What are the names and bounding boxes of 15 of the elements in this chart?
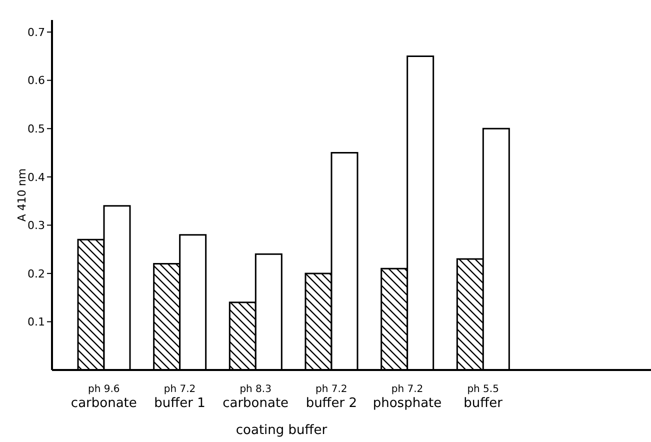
x-tick-label: ph 7.2 buffer 1 — [154, 384, 206, 411]
y-tick-label: 0.3 — [28, 219, 45, 232]
y-tick-label: 0.2 — [28, 267, 45, 280]
y-tick-label: 0.4 — [28, 170, 45, 184]
x-axis-title: coating buffer — [236, 423, 328, 438]
x-tick-label: ph 5.5 buffer — [464, 384, 504, 411]
y-tick-label: 0.1 — [28, 316, 45, 329]
x-tick-label: ph 7.2 buffer 2 — [306, 384, 358, 411]
x-tick-label: ph 7.2 phosphate — [372, 384, 442, 411]
y-axis-title: A 410 nm — [16, 168, 28, 222]
x-tick-label: ph 8.3 carbonate — [222, 384, 289, 411]
y-tick-label: 0.7 — [28, 26, 45, 39]
y-tick-label: 0.5 — [28, 122, 45, 136]
y-tick-label: 0.6 — [28, 74, 45, 88]
x-tick-label: ph 9.6 carbonate — [70, 384, 137, 411]
